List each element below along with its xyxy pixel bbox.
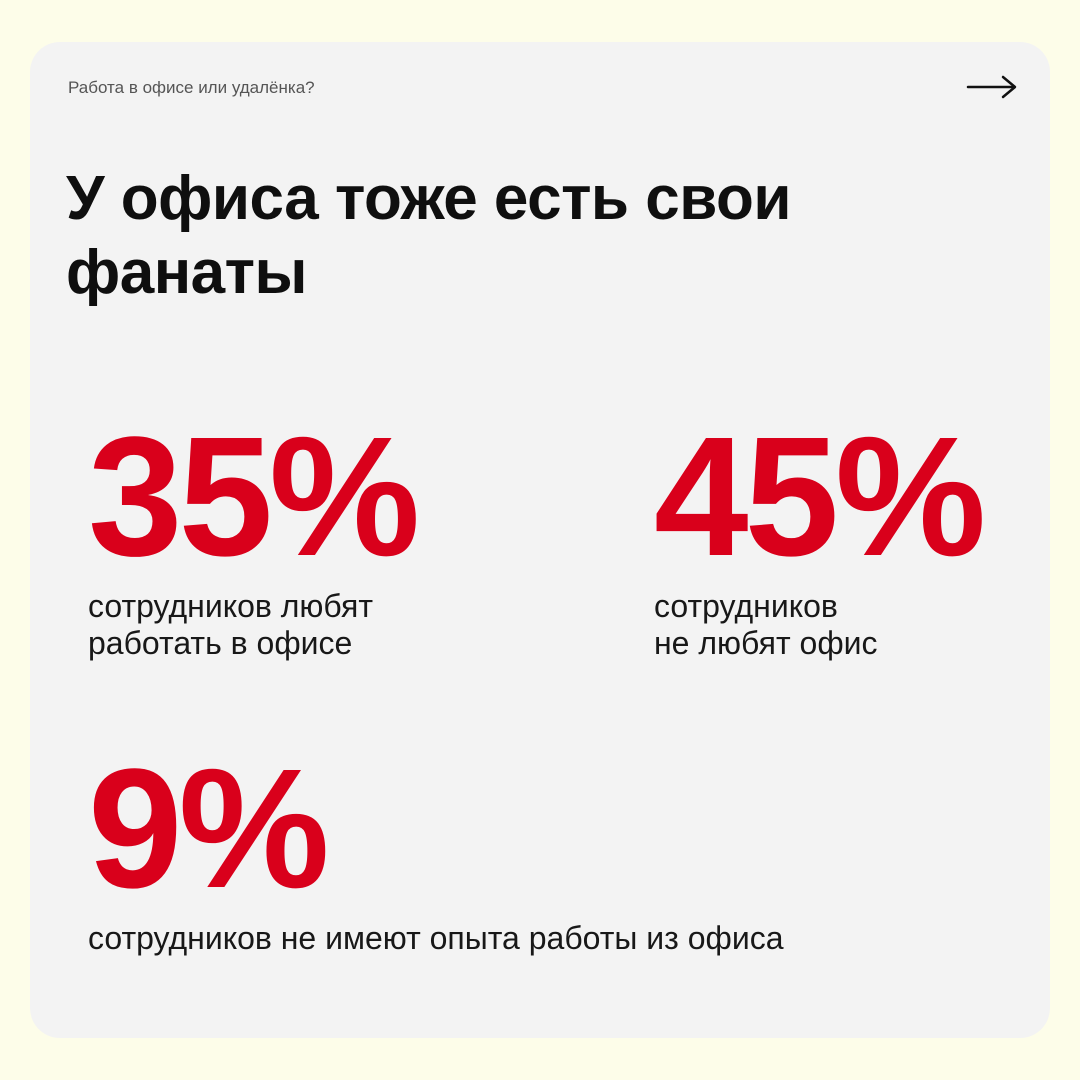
stat-block-office-haters: 45% сотрудников не любят офис xyxy=(654,402,986,662)
stat-value: 45% xyxy=(654,402,986,592)
stat-description: сотрудников не любят офис xyxy=(654,588,878,661)
slide-title: У офиса тоже есть свои фанаты xyxy=(66,164,792,307)
arrow-right-icon[interactable] xyxy=(966,74,1018,100)
stat-description: сотрудников не имеют опыта работы из офи… xyxy=(88,920,784,956)
slide-card: Работа в офисе или удалёнка? У офиса тож… xyxy=(30,42,1050,1038)
stat-value: 35% xyxy=(88,402,420,592)
stat-block-office-lovers: 35% сотрудников любят работать в офисе xyxy=(88,402,420,662)
slide-kicker: Работа в офисе или удалёнка? xyxy=(68,78,315,97)
stat-description: сотрудников любят работать в офисе xyxy=(88,588,374,661)
stat-value: 9% xyxy=(88,734,330,924)
stat-block-no-office-experience: 9% сотрудников не имеют опыта работы из … xyxy=(88,734,784,957)
